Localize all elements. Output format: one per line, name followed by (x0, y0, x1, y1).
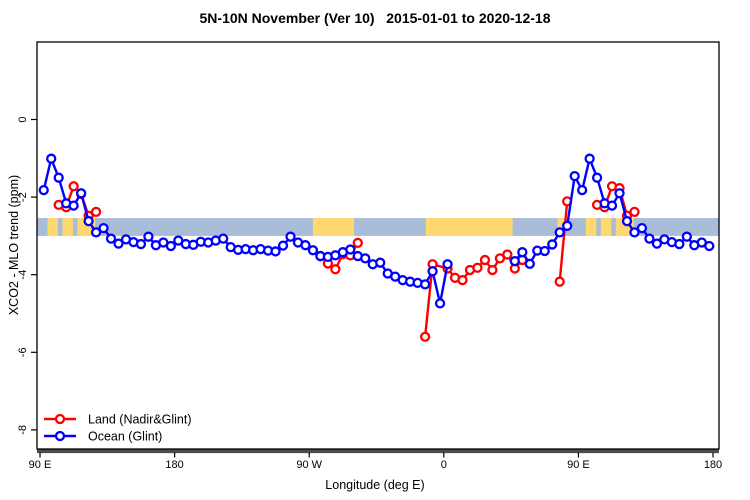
ocean-point (285, 231, 296, 242)
ocean-point (681, 231, 692, 242)
ocean-point (651, 238, 663, 249)
ocean-point (427, 266, 438, 277)
ocean-point (90, 227, 102, 238)
ocean-point (442, 259, 453, 270)
land-line (558, 201, 569, 282)
y-tick-label: -4 (17, 270, 29, 280)
ocean-point (562, 220, 573, 231)
ocean-point (53, 172, 64, 183)
land-point (90, 206, 102, 217)
legend-marker (54, 430, 66, 442)
ocean-point (434, 298, 446, 309)
map-strip-ocean (37, 218, 719, 236)
legend-marker (54, 413, 66, 425)
x-axis-label: Longitude (deg E) (325, 478, 425, 492)
ocean-point (644, 233, 655, 244)
chart-title: 5N-10N November (Ver 10) 2015-01-01 to 2… (199, 10, 551, 26)
y-tick-label: -6 (17, 347, 29, 357)
ocean-point (218, 233, 229, 244)
ocean-point (143, 231, 154, 242)
ocean-point (135, 238, 147, 250)
map-strip-land (62, 218, 73, 236)
land-point (472, 262, 483, 273)
x-tick-label: 90 W (296, 459, 322, 471)
ocean-point (576, 184, 588, 196)
ocean-point (621, 216, 633, 227)
ocean-point (704, 240, 715, 252)
ocean-point (524, 258, 535, 269)
y-tick-label: -2 (17, 192, 29, 202)
ocean-point (674, 238, 685, 250)
ocean-point (75, 188, 87, 199)
ocean-point (270, 246, 281, 257)
x-tick-label: 90 E (567, 459, 590, 471)
map-strip (37, 218, 719, 236)
map-strip-land (585, 218, 597, 236)
ocean-point (345, 244, 356, 255)
ocean-point (606, 200, 618, 211)
ocean-point (554, 227, 565, 238)
land-point (330, 264, 341, 275)
legend-label: Land (Nadir&Glint) (88, 413, 192, 427)
legend: Land (Nadir&Glint) Ocean (Glint) (44, 413, 192, 444)
ocean-point (419, 279, 431, 290)
map-strip-land (425, 218, 513, 236)
land-point (494, 253, 506, 264)
map-strip-land (312, 218, 355, 236)
ocean-point (68, 200, 79, 211)
land-point (554, 276, 565, 287)
ocean-point (375, 257, 386, 268)
series-land (53, 181, 640, 342)
legend-label: Ocean (Glint) (88, 430, 162, 444)
ocean-point (509, 255, 520, 267)
ocean-point (105, 233, 117, 244)
ocean-point (38, 184, 49, 196)
ocean-point (277, 240, 289, 251)
ocean-point (165, 240, 177, 252)
land-point (68, 181, 79, 192)
ocean-point (46, 153, 57, 164)
land-point (352, 237, 363, 249)
ocean-point (360, 253, 371, 264)
ocean-point (636, 222, 648, 234)
ocean-point (539, 245, 550, 257)
ocean-point (517, 247, 528, 258)
ocean-point (300, 240, 311, 251)
ocean-point (569, 170, 580, 182)
map-strip-land (557, 218, 565, 236)
land-point (487, 264, 498, 276)
land-point (479, 254, 491, 266)
series-ocean (38, 153, 715, 309)
y-tick-label: -8 (17, 425, 29, 435)
land-point (629, 206, 640, 217)
plot-box (36, 41, 720, 450)
y-axis: 0 -2 -4 -6 -8 (17, 116, 37, 435)
map-strip-land (47, 218, 58, 236)
x-tick-label: 180 (704, 459, 722, 471)
land-point (419, 331, 431, 342)
x-tick-label: 180 (165, 459, 183, 471)
ocean-point (629, 227, 640, 238)
x-tick-label: 90 E (29, 459, 52, 471)
ocean-point (98, 222, 109, 234)
ocean-point (113, 238, 124, 249)
ocean-point (614, 188, 625, 199)
x-axis: 90 E 180 90 W 0 90 E 180 (29, 452, 722, 471)
ocean-point (547, 239, 558, 250)
x-tick-label: 0 (441, 459, 447, 471)
map-strip-land (600, 218, 612, 236)
land-point (457, 274, 468, 286)
ocean-point (591, 172, 603, 183)
ocean-point (584, 153, 595, 164)
y-tick-label: 0 (17, 116, 29, 122)
land-point (502, 249, 513, 260)
ocean-point (83, 216, 94, 227)
ocean-point (307, 245, 319, 256)
